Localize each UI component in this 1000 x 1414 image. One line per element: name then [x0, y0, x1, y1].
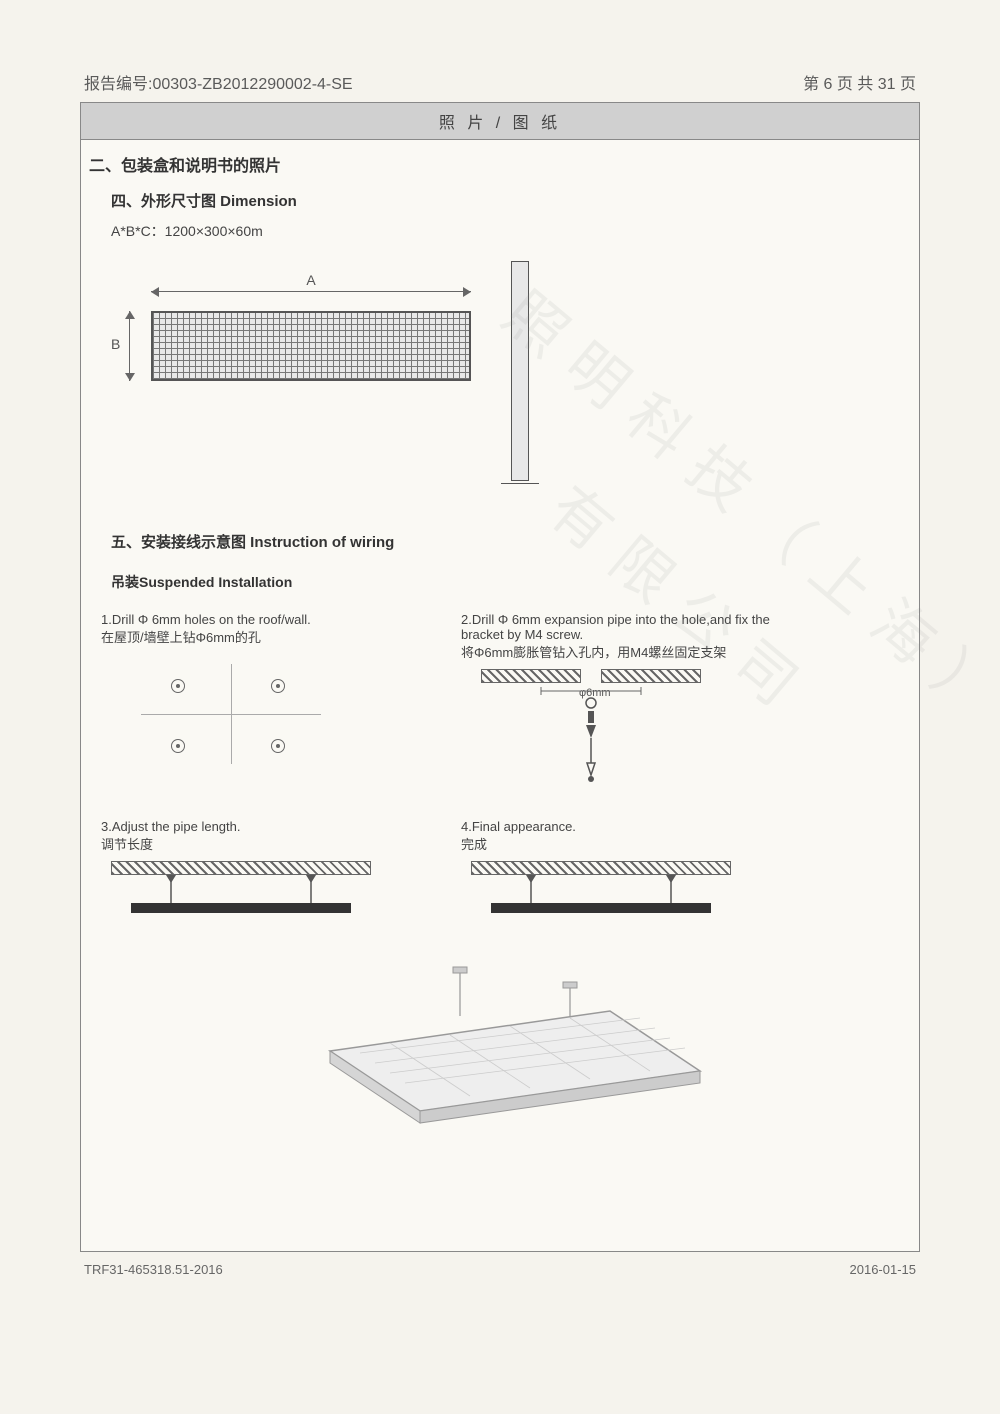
side-view-panel	[511, 261, 529, 481]
side-view-base	[501, 483, 539, 484]
suspended-panel-icon	[101, 875, 381, 935]
report-no: 00303-ZB2012290002-4-SE	[152, 76, 352, 93]
final-panel-icon	[461, 875, 741, 935]
front-view-panel	[151, 311, 471, 381]
drill-hole-icon	[271, 679, 285, 693]
step-2: 2.Drill Φ 6mm expansion pipe into the ho…	[461, 612, 781, 789]
crosshair-v	[231, 664, 232, 764]
page-footer: TRF31-465318.51-2016 2016-01-15	[80, 1252, 920, 1277]
step-1-diagram	[101, 654, 421, 774]
step-3: 3.Adjust the pipe length. 调节长度	[101, 819, 421, 931]
step-1: 1.Drill Φ 6mm holes on the roof/wall. 在屋…	[101, 612, 421, 789]
step-1-title-cn: 在屋顶/墙壁上钻Φ6mm的孔	[101, 627, 421, 646]
step-4-title-en: 4.Final appearance.	[461, 819, 781, 834]
page-number: 第 6 页 共 31 页	[803, 70, 916, 94]
drill-hole-icon	[271, 739, 285, 753]
drill-hole-icon	[171, 739, 185, 753]
step-2-diagram: φ6mm	[461, 669, 781, 789]
step-3-title-en: 3.Adjust the pipe length.	[101, 819, 421, 834]
step-2-title-en: 2.Drill Φ 6mm expansion pipe into the ho…	[461, 612, 781, 642]
step-1-title-en: 1.Drill Φ 6mm holes on the roof/wall.	[101, 612, 421, 627]
footer-left: TRF31-465318.51-2016	[84, 1262, 223, 1277]
ceiling-hatch	[111, 861, 371, 875]
ceiling-hatch	[471, 861, 731, 875]
step-2-title-cn: 将Φ6mm膨胀管钻入孔内，用M4螺丝固定支架	[461, 642, 781, 661]
step-4-diagram	[461, 861, 781, 931]
dimension-a-line: A	[151, 291, 471, 292]
suspended-heading: 吊装Suspended Installation	[81, 558, 919, 612]
panel-3d-icon	[250, 961, 750, 1141]
step-4: 4.Final appearance. 完成	[461, 819, 781, 931]
step-3-title-cn: 调节长度	[101, 834, 421, 853]
report-number: 报告编号:00303-ZB2012290002-4-SE	[84, 70, 353, 94]
footer-right: 2016-01-15	[850, 1262, 917, 1277]
dimension-text: A*B*C：1200×300×60m	[81, 217, 919, 251]
ceiling-hatch-right	[601, 669, 701, 683]
section-2-heading: 二、包装盒和说明书的照片	[81, 140, 919, 184]
dimension-a-label: A	[151, 272, 471, 288]
step-row-1: 1.Drill Φ 6mm holes on the roof/wall. 在屋…	[101, 612, 899, 789]
dimension-b-line	[129, 311, 130, 381]
report-label: 报告编号:	[84, 76, 152, 93]
page: 报告编号:00303-ZB2012290002-4-SE 第 6 页 共 31 …	[80, 70, 920, 1310]
content-frame: 照 片 / 图 纸 二、包装盒和说明书的照片 四、外形尺寸图 Dimension…	[80, 102, 920, 1252]
step-4-title-cn: 完成	[461, 834, 781, 853]
drill-hole-icon	[171, 679, 185, 693]
final-3d-render	[250, 961, 750, 1141]
section-4-heading: 四、外形尺寸图 Dimension	[81, 184, 919, 217]
step-row-2: 3.Adjust the pipe length. 调节长度	[101, 819, 899, 931]
anchor-assembly-icon	[461, 683, 721, 793]
page-header: 报告编号:00303-ZB2012290002-4-SE 第 6 页 共 31 …	[80, 70, 920, 102]
step-3-diagram	[101, 861, 421, 931]
dimension-drawing: A B	[101, 261, 919, 501]
section-5-heading: 五、安装接线示意图 Instruction of wiring	[81, 511, 919, 558]
ceiling-hatch-left	[481, 669, 581, 683]
dimension-b-label: B	[111, 336, 120, 352]
installation-steps: 1.Drill Φ 6mm holes on the roof/wall. 在屋…	[81, 612, 919, 1141]
title-bar: 照 片 / 图 纸	[81, 103, 919, 140]
